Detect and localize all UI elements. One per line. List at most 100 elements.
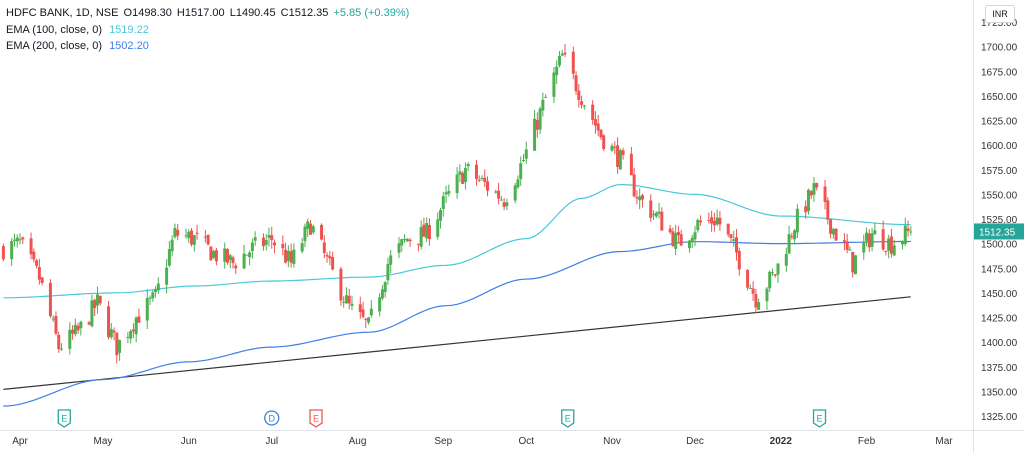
last-price-tag: 1512.35: [974, 223, 1024, 240]
candle: [342, 296, 346, 308]
candle: [574, 71, 578, 95]
candle: [519, 156, 523, 186]
candle: [768, 270, 772, 292]
candle-body: [109, 329, 113, 338]
ohlc-row: HDFC BANK, 1D, NSE O1498.30 H1517.00 L14…: [6, 5, 409, 22]
marker-shape: [812, 409, 827, 428]
candle-body: [427, 225, 431, 239]
candle-body: [115, 332, 119, 356]
candle-body: [156, 283, 160, 291]
candle: [192, 234, 196, 252]
candle: [118, 339, 122, 361]
candle: [90, 294, 94, 328]
candle-body: [867, 233, 871, 248]
candle-body: [486, 181, 490, 191]
candle: [214, 248, 218, 266]
earnings-icon[interactable]: E: [812, 409, 827, 428]
candle: [1, 243, 5, 262]
candle: [593, 111, 597, 134]
candle: [184, 228, 188, 239]
candle-body: [331, 257, 335, 270]
dividend-icon[interactable]: D: [264, 410, 280, 426]
candle-body: [455, 174, 459, 193]
candle-body: [804, 206, 808, 213]
candle: [463, 162, 467, 190]
candle: [405, 238, 409, 242]
candle-body: [577, 90, 581, 101]
candle-body: [862, 242, 866, 253]
support-trendline[interactable]: [3, 296, 911, 391]
candle-body: [765, 288, 769, 302]
candle-body: [68, 329, 72, 349]
candle: [320, 223, 324, 241]
candle: [521, 153, 525, 163]
candle-body: [535, 119, 539, 130]
candle: [112, 327, 116, 341]
candle: [892, 239, 896, 257]
candle-body: [729, 234, 733, 238]
candle-body: [231, 257, 235, 264]
candle-body: [574, 75, 578, 92]
marker-letter: E: [565, 414, 571, 424]
candle-body: [118, 339, 122, 353]
earnings-icon[interactable]: E: [309, 409, 323, 428]
candle-body: [851, 251, 855, 273]
candle: [425, 217, 429, 243]
candle-body: [339, 268, 343, 301]
candle-body: [364, 318, 368, 320]
candle-body: [176, 229, 180, 236]
candle-body: [754, 294, 758, 308]
candle-body: [405, 238, 409, 242]
candle: [328, 250, 332, 266]
candle-body: [881, 229, 885, 250]
candle: [790, 232, 794, 240]
ema200-row[interactable]: EMA (200, close, 0) 1502.20: [6, 38, 409, 55]
candle-body: [845, 241, 849, 250]
ema100-row[interactable]: EMA (100, close, 0) 1519.22: [6, 22, 409, 39]
candle: [640, 193, 644, 208]
candle-body: [209, 246, 213, 261]
currency-button[interactable]: INR: [985, 5, 1015, 23]
candle: [494, 189, 498, 194]
candle: [350, 295, 354, 311]
candle-body: [848, 249, 852, 251]
candle-body: [718, 217, 722, 225]
candle: [311, 224, 315, 235]
candle-body: [732, 239, 736, 241]
candle-body: [190, 230, 194, 245]
y-tick-label: 1475.00: [981, 264, 1018, 275]
candle: [447, 184, 451, 197]
candle: [690, 234, 694, 249]
marker-shape: [309, 409, 323, 428]
candle: [267, 227, 271, 247]
candle-body: [831, 229, 835, 235]
candle-body: [466, 163, 470, 167]
candle: [129, 329, 133, 344]
candle-body: [195, 232, 199, 234]
candle-body: [286, 250, 290, 261]
candle-body: [380, 289, 384, 299]
earnings-icon[interactable]: E: [57, 409, 71, 428]
earnings-icon[interactable]: E: [561, 409, 575, 428]
candle-body: [635, 196, 639, 199]
candle-body: [54, 315, 58, 334]
candle: [831, 227, 835, 239]
y-tick-label: 1700.00: [981, 43, 1018, 54]
candle-body: [93, 299, 97, 308]
candle-body: [884, 251, 888, 253]
candle-body: [674, 232, 678, 249]
candle-body: [591, 104, 595, 120]
candle: [580, 95, 584, 109]
marker-letter: E: [61, 414, 67, 424]
candle-body: [386, 264, 390, 281]
candle: [339, 266, 343, 306]
candle: [737, 247, 741, 276]
candle-body: [602, 135, 606, 150]
candle: [809, 189, 813, 200]
candle: [15, 234, 19, 248]
x-tick-label: Jul: [265, 436, 278, 447]
candle-body: [676, 231, 680, 236]
candle-body: [712, 220, 716, 226]
